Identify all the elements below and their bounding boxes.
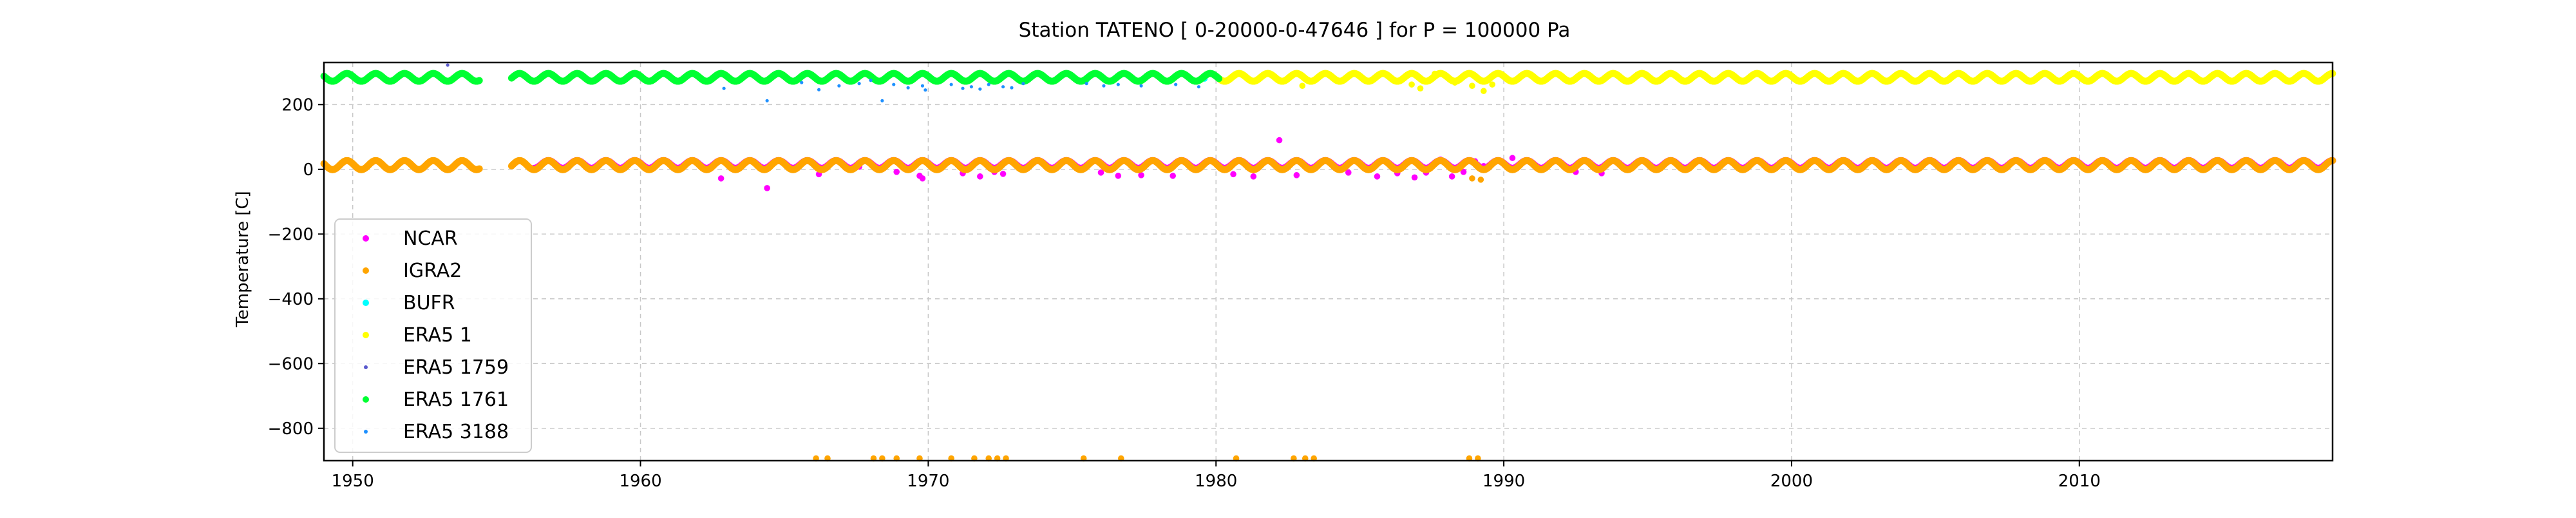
chart-title: Station TATENO [ 0-20000-0-47646 ] for P… (1019, 19, 1571, 42)
data-point-ncar (1230, 171, 1236, 178)
data-point-ncar (920, 175, 926, 182)
data-point-ncar (893, 169, 900, 175)
y-axis-label: Temperature [C] (233, 191, 252, 327)
data-point-ncar (1170, 173, 1176, 179)
data-point-ncar (1276, 137, 1283, 144)
data-point-ncar (1000, 171, 1007, 177)
data-point-ncar (1412, 175, 1418, 181)
data-point-ncar (1115, 173, 1122, 179)
data-point-ncar (764, 185, 770, 191)
data-point-ncar (1510, 155, 1516, 161)
data-point-ncar (1374, 173, 1381, 180)
data-point-ncar (977, 173, 983, 180)
data-point-ncar (1449, 173, 1455, 180)
data-point-ncar (1251, 173, 1257, 180)
data-point-ncar (718, 175, 724, 182)
data-point-ncar (1294, 172, 1300, 178)
data-point-igra2 (476, 166, 483, 173)
